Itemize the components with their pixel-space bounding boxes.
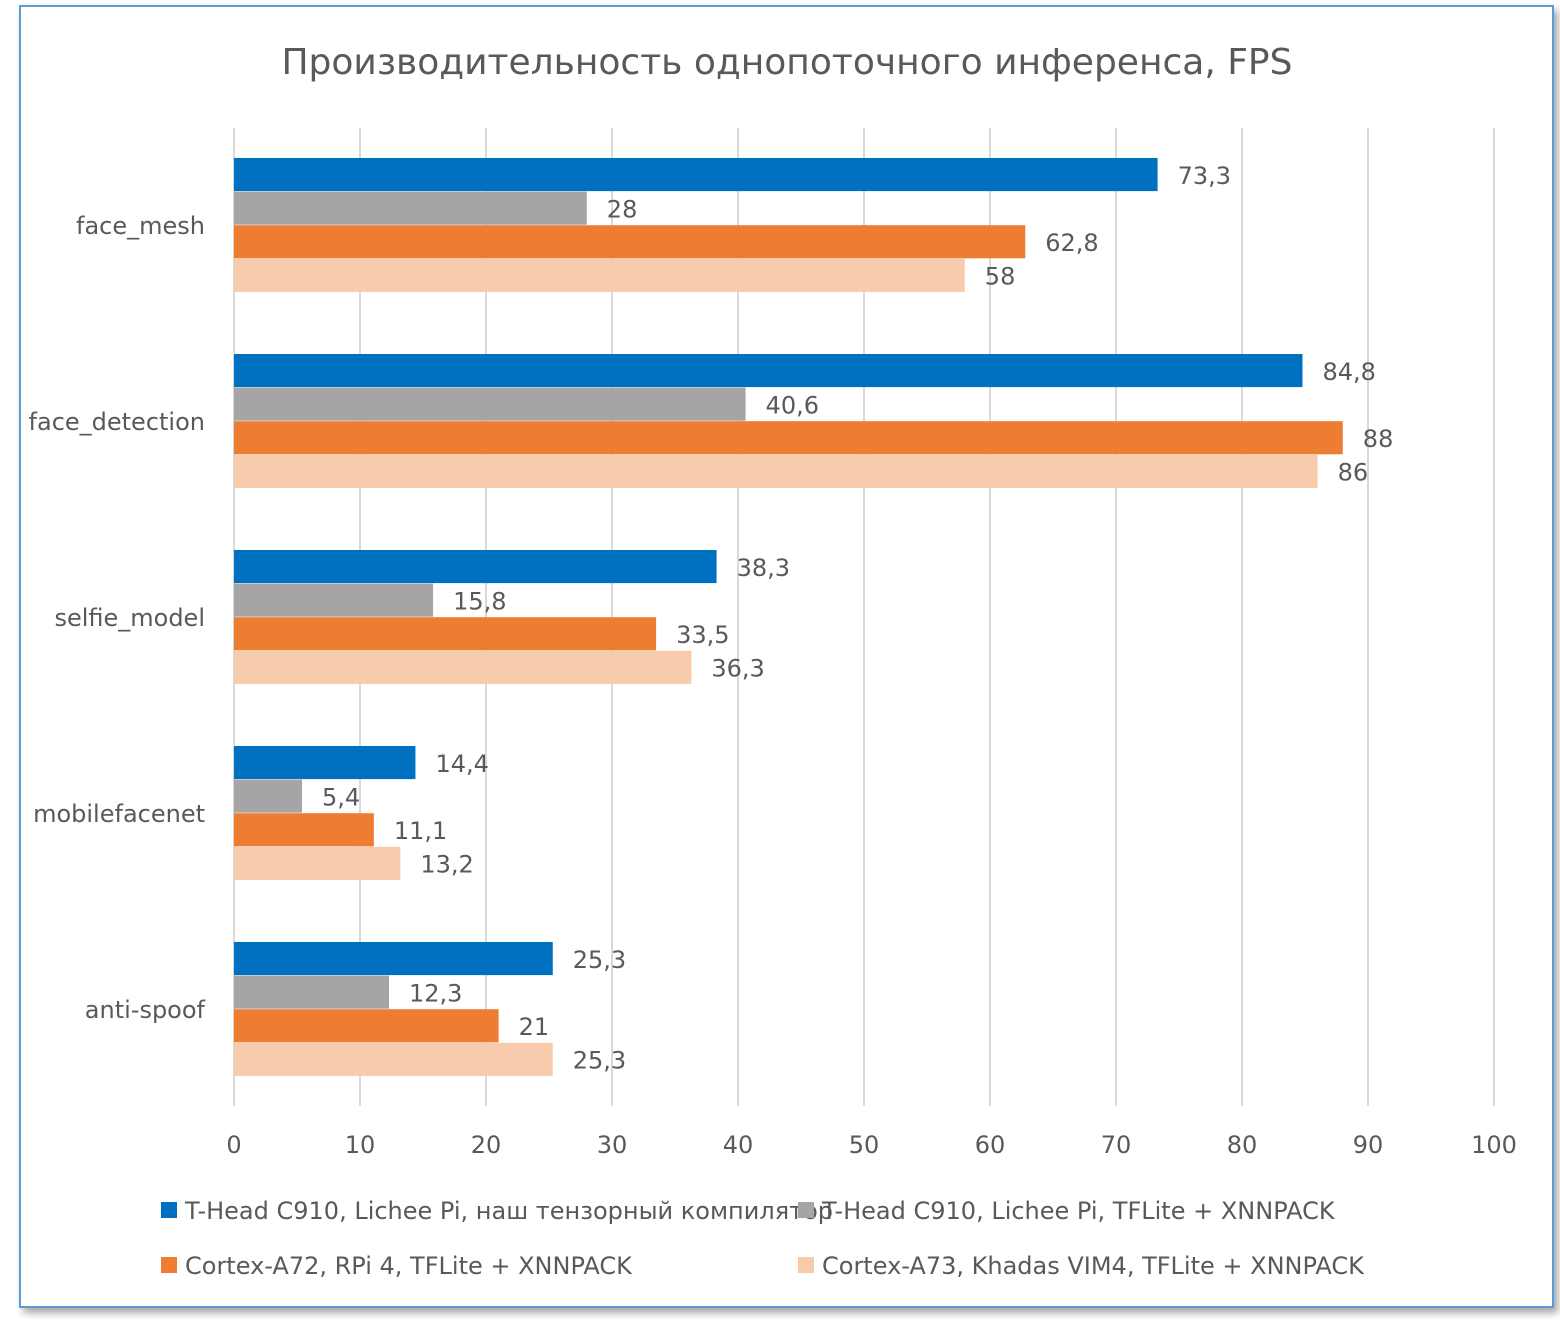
data-label: 14,4 xyxy=(435,750,488,778)
bar xyxy=(234,454,1318,488)
bars: 73,3 28 62,8 58 84,8 40,6 88 86 38,3 15,8 33,5 36,3… xyxy=(234,158,1393,1076)
legend-swatch xyxy=(798,1257,814,1273)
bar xyxy=(234,617,657,651)
legend-item[interactable]: T-Head C910, Lichee Pi, TFLite + XNNPACK xyxy=(798,1197,1336,1225)
legend-swatch xyxy=(161,1257,177,1273)
category-label: mobilefacenet xyxy=(33,800,205,828)
category-label: face_detection xyxy=(29,408,205,436)
data-label: 62,8 xyxy=(1045,229,1098,257)
data-label: 12,3 xyxy=(409,979,462,1007)
bar xyxy=(234,583,434,617)
x-tick-label: 50 xyxy=(849,1131,880,1159)
bar xyxy=(234,1042,553,1076)
x-tick-label: 80 xyxy=(1227,1131,1258,1159)
bar xyxy=(234,421,1343,455)
x-tick-label: 10 xyxy=(345,1131,376,1159)
legend-item[interactable]: Cortex-A72, RPi 4, TFLite + XNNPACK xyxy=(161,1252,633,1280)
data-label: 84,8 xyxy=(1322,358,1375,386)
bar xyxy=(234,258,965,292)
legend-item[interactable]: Cortex-A73, Khadas VIM4, TFLite + XNNPAC… xyxy=(798,1252,1365,1280)
data-label: 25,3 xyxy=(573,946,626,974)
bar xyxy=(234,225,1026,259)
bar xyxy=(234,846,401,880)
bar xyxy=(234,779,303,813)
bar xyxy=(234,387,746,421)
data-label: 58 xyxy=(985,263,1016,291)
bar xyxy=(234,1009,499,1043)
data-label: 25,3 xyxy=(573,1047,626,1075)
legend-item[interactable]: T-Head C910, Lichee Pi, наш тензорный ко… xyxy=(161,1197,833,1225)
data-label: 21 xyxy=(519,1013,550,1041)
x-tick-label: 70 xyxy=(1101,1131,1132,1159)
legend: T-Head C910, Lichee Pi, наш тензорный ко… xyxy=(161,1197,1365,1280)
bar xyxy=(234,550,717,584)
legend-label: Cortex-A72, RPi 4, TFLite + XNNPACK xyxy=(185,1252,633,1280)
bar xyxy=(234,191,587,225)
x-tick-label: 30 xyxy=(597,1131,628,1159)
legend-swatch xyxy=(161,1202,177,1218)
data-label: 40,6 xyxy=(766,391,819,419)
data-label: 28 xyxy=(607,195,638,223)
data-label: 38,3 xyxy=(737,554,790,582)
chart-title: Производительность однопоточного инферен… xyxy=(281,42,1292,83)
x-tick-label: 40 xyxy=(723,1131,754,1159)
x-tick-label: 0 xyxy=(226,1131,241,1159)
x-tick-labels: 0 10 20 30 40 50 60 70 80 90 100 xyxy=(226,1131,1517,1159)
bar xyxy=(234,942,553,976)
category-label: face_mesh xyxy=(76,212,205,240)
bar xyxy=(234,354,1303,388)
data-label: 73,3 xyxy=(1178,162,1231,190)
data-label: 88 xyxy=(1363,425,1394,453)
category-labels: face_mesh face_detection selfie_modelmobil… xyxy=(29,212,206,1024)
bar xyxy=(234,975,389,1009)
bar xyxy=(234,158,1158,192)
data-label: 15,8 xyxy=(453,587,506,615)
category-label: selfie_model xyxy=(54,604,205,632)
data-label: 36,3 xyxy=(711,655,764,683)
data-label: 33,5 xyxy=(676,621,729,649)
bar xyxy=(234,650,692,684)
data-label: 5,4 xyxy=(322,783,360,811)
bar xyxy=(234,746,416,780)
legend-swatch xyxy=(798,1202,814,1218)
bar xyxy=(234,813,374,847)
legend-label: Cortex-A73, Khadas VIM4, TFLite + XNNPAC… xyxy=(822,1252,1365,1280)
legend-label: T-Head C910, Lichee Pi, TFLite + XNNPACK xyxy=(821,1197,1336,1225)
data-label: 86 xyxy=(1338,459,1369,487)
x-tick-label: 20 xyxy=(471,1131,502,1159)
legend-label: T-Head C910, Lichee Pi, наш тензорный ко… xyxy=(184,1197,833,1225)
category-label: anti-spoof xyxy=(85,996,206,1024)
x-tick-label: 90 xyxy=(1353,1131,1384,1159)
x-tick-label: 100 xyxy=(1471,1131,1517,1159)
data-label: 11,1 xyxy=(394,817,447,845)
data-label: 13,2 xyxy=(420,851,473,879)
x-tick-label: 60 xyxy=(975,1131,1006,1159)
